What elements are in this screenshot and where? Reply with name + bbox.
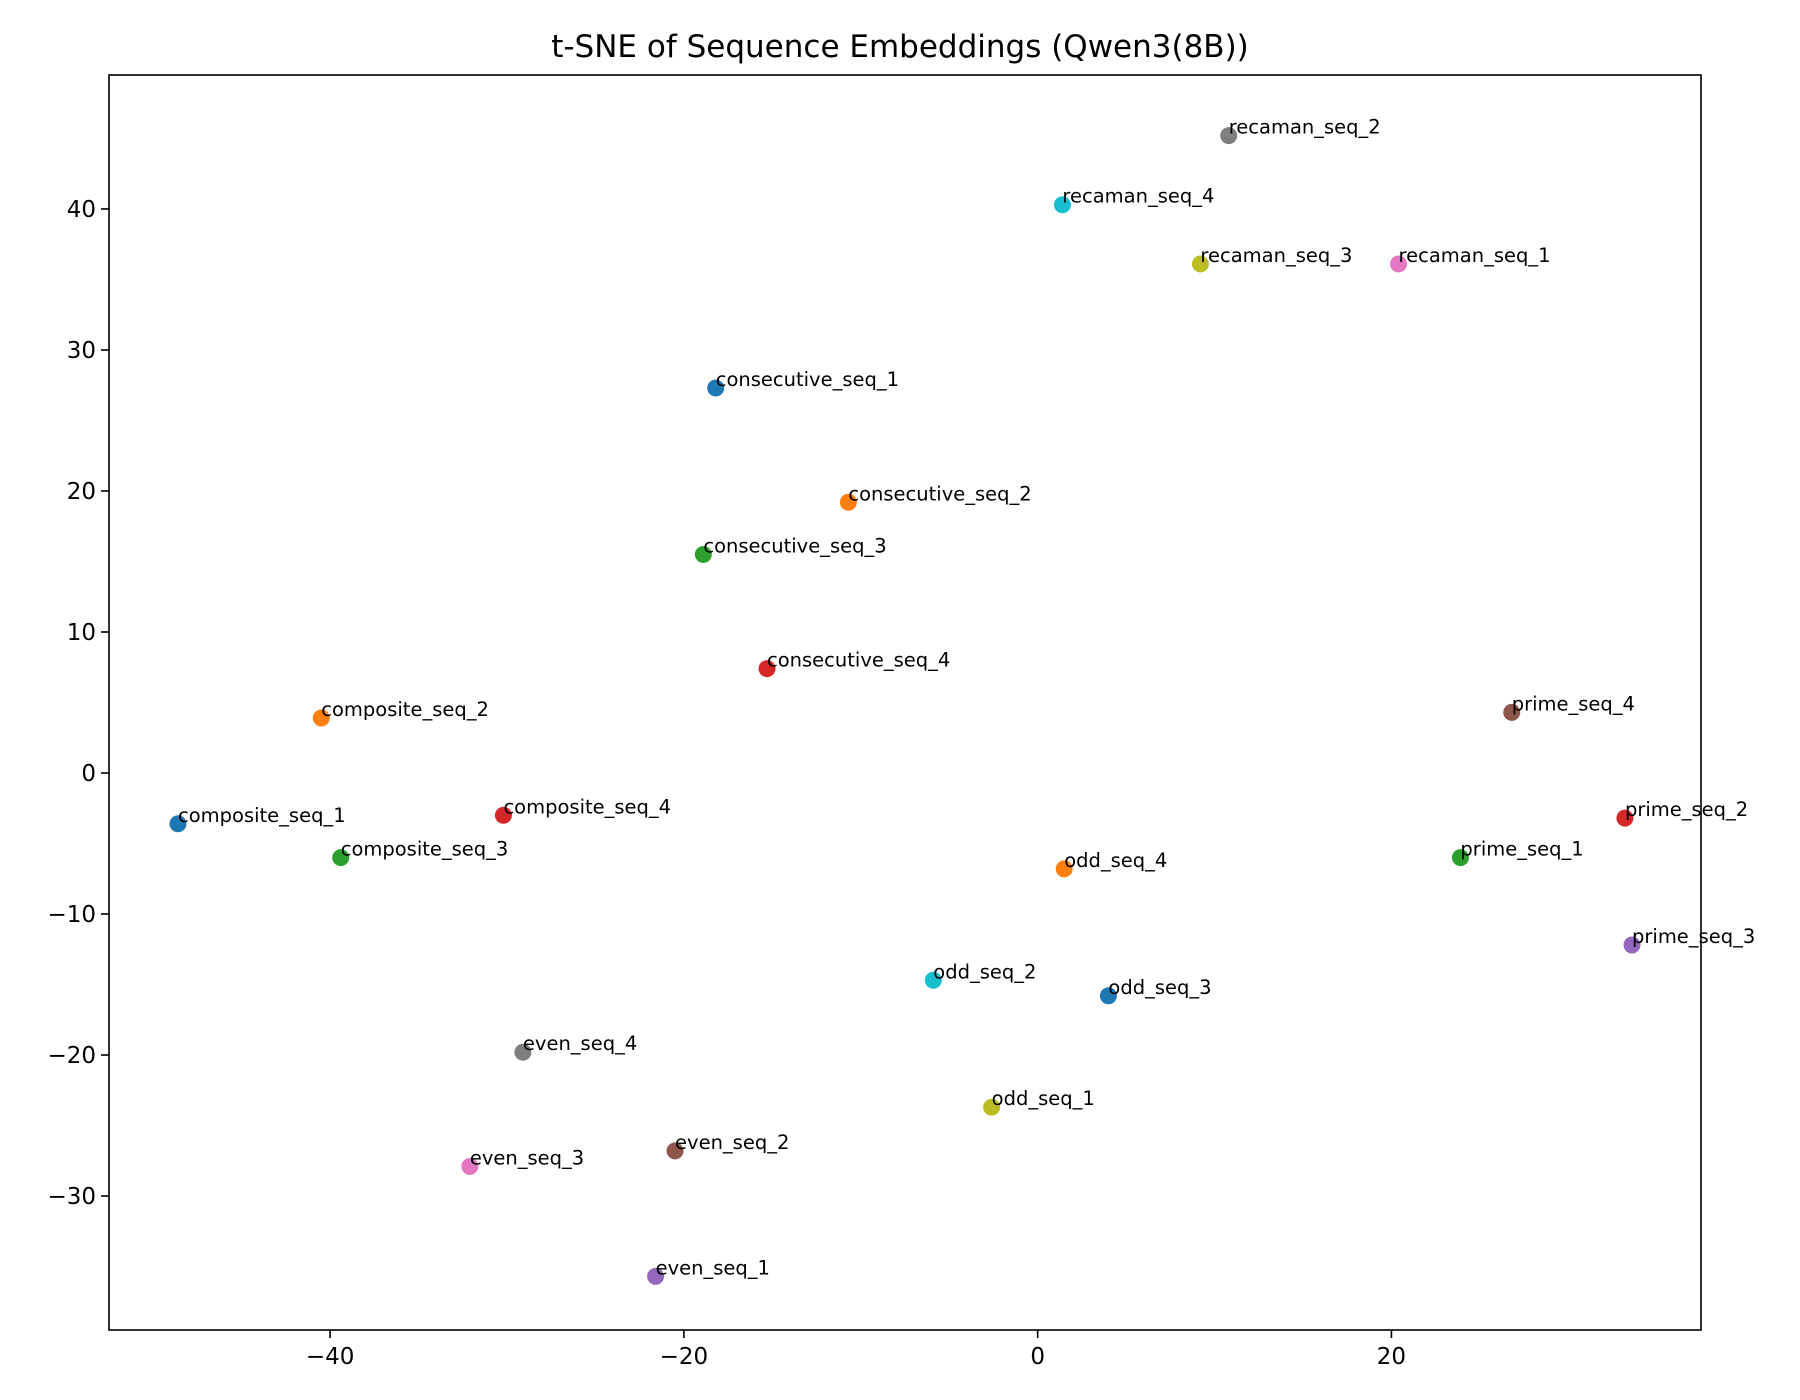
point-label-odd-seq-1: odd_seq_1 xyxy=(992,1087,1095,1110)
x-tick-label: −20 xyxy=(660,1344,709,1370)
scatter-point-odd-seq-2 xyxy=(924,971,942,989)
scatter-point-composite-seq-4 xyxy=(494,806,512,824)
scatter-point-prime-seq-2 xyxy=(1616,809,1634,827)
point-label-odd-seq-3: odd_seq_3 xyxy=(1108,976,1211,999)
point-label-even-seq-3: even_seq_3 xyxy=(470,1146,584,1169)
point-label-even-seq-2: even_seq_2 xyxy=(675,1131,789,1154)
scatter-point-odd-seq-1 xyxy=(983,1098,1001,1116)
plot-frame xyxy=(108,74,1702,1331)
point-label-consecutive-seq-1: consecutive_seq_1 xyxy=(716,368,899,391)
chart-title: t-SNE of Sequence Embeddings (Qwen3(8B)) xyxy=(551,29,1249,65)
x-tick-label: 0 xyxy=(1030,1344,1045,1370)
point-label-prime-seq-1: prime_seq_1 xyxy=(1460,838,1583,861)
y-tick-label: 20 xyxy=(67,479,96,505)
scatter-point-prime-seq-1 xyxy=(1451,849,1469,867)
y-tick-label: 10 xyxy=(67,620,96,646)
scatter-point-recaman-seq-4 xyxy=(1053,196,1071,214)
point-label-prime-seq-3: prime_seq_3 xyxy=(1632,925,1755,948)
scatter-point-composite-seq-2 xyxy=(312,709,330,727)
scatter-point-even-seq-4 xyxy=(514,1043,532,1061)
y-tick-label: 40 xyxy=(67,197,96,223)
point-label-recaman-seq-4: recaman_seq_4 xyxy=(1062,185,1214,208)
point-label-even-seq-4: even_seq_4 xyxy=(523,1032,637,1055)
point-label-composite-seq-4: composite_seq_4 xyxy=(503,795,671,818)
scatter-point-consecutive-seq-4 xyxy=(758,660,776,678)
point-label-prime-seq-4: prime_seq_4 xyxy=(1512,692,1635,715)
point-label-consecutive-seq-2: consecutive_seq_2 xyxy=(848,482,1031,505)
point-labels: recaman_seq_2 recaman_seq_4 recaman_seq_3 r… xyxy=(178,116,1755,1280)
point-label-composite-seq-3: composite_seq_3 xyxy=(341,838,509,861)
scatter-point-odd-seq-4 xyxy=(1055,860,1073,878)
scatter-point-prime-seq-3 xyxy=(1623,936,1641,954)
scatter-point-recaman-seq-2 xyxy=(1220,127,1238,145)
scatter-point-even-seq-1 xyxy=(647,1267,665,1285)
scatter-point-consecutive-seq-1 xyxy=(707,379,725,397)
point-label-prime-seq-2: prime_seq_2 xyxy=(1625,798,1748,821)
point-label-recaman-seq-2: recaman_seq_2 xyxy=(1229,116,1381,139)
point-label-odd-seq-4: odd_seq_4 xyxy=(1064,849,1167,872)
axis-ticks: −40 −20 0 20 −30 −20 −10 0 10 20 30 40 xyxy=(47,197,1406,1370)
scatter-point-recaman-seq-3 xyxy=(1191,255,1209,273)
y-tick-label: −30 xyxy=(47,1184,96,1210)
x-tick-label: −40 xyxy=(306,1344,355,1370)
point-label-recaman-seq-1: recaman_seq_1 xyxy=(1399,244,1551,267)
scatter-point-consecutive-seq-3 xyxy=(694,545,712,563)
point-label-consecutive-seq-4: consecutive_seq_4 xyxy=(767,649,950,672)
scatter-point-consecutive-seq-2 xyxy=(839,493,857,511)
scatter-point-composite-seq-3 xyxy=(332,849,350,867)
scatter-point-even-seq-3 xyxy=(461,1157,479,1175)
y-tick-label: 0 xyxy=(81,761,96,787)
y-tick-label: −10 xyxy=(47,902,96,928)
point-label-consecutive-seq-3: consecutive_seq_3 xyxy=(703,534,886,557)
scatter-point-even-seq-2 xyxy=(666,1142,684,1160)
scatter-point-composite-seq-1 xyxy=(169,815,187,833)
x-tick-label: 20 xyxy=(1377,1344,1406,1370)
y-tick-label: −20 xyxy=(47,1043,96,1069)
scatter-point-recaman-seq-1 xyxy=(1390,255,1408,273)
scatter-points xyxy=(169,127,1641,1285)
point-label-recaman-seq-3: recaman_seq_3 xyxy=(1200,244,1352,267)
scatter-point-odd-seq-3 xyxy=(1099,987,1117,1005)
y-tick-label: 30 xyxy=(67,338,96,364)
scatter-point-prime-seq-4 xyxy=(1503,703,1521,721)
point-label-even-seq-1: even_seq_1 xyxy=(656,1256,770,1279)
point-label-odd-seq-2: odd_seq_2 xyxy=(933,960,1036,983)
point-label-composite-seq-1: composite_seq_1 xyxy=(178,804,346,827)
point-label-composite-seq-2: composite_seq_2 xyxy=(321,698,489,721)
